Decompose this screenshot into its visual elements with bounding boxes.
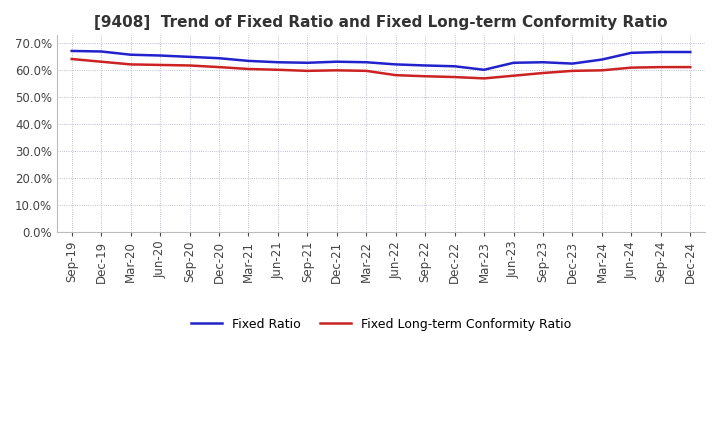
Fixed Long-term Conformity Ratio — [97, 59, 106, 64]
Fixed Ratio — [568, 61, 577, 66]
Fixed Ratio — [185, 54, 194, 59]
Fixed Long-term Conformity Ratio — [362, 68, 371, 73]
Fixed Ratio — [274, 59, 282, 65]
Fixed Long-term Conformity Ratio — [421, 73, 430, 79]
Fixed Long-term Conformity Ratio — [392, 73, 400, 78]
Fixed Long-term Conformity Ratio — [627, 65, 636, 70]
Fixed Long-term Conformity Ratio — [686, 64, 695, 70]
Fixed Ratio — [686, 49, 695, 55]
Fixed Long-term Conformity Ratio — [274, 67, 282, 73]
Fixed Long-term Conformity Ratio — [126, 62, 135, 67]
Fixed Long-term Conformity Ratio — [333, 68, 341, 73]
Fixed Ratio — [509, 60, 518, 66]
Fixed Long-term Conformity Ratio — [68, 56, 76, 62]
Fixed Ratio — [244, 58, 253, 63]
Fixed Ratio — [156, 53, 164, 58]
Fixed Ratio — [68, 48, 76, 54]
Fixed Long-term Conformity Ratio — [568, 68, 577, 73]
Line: Fixed Ratio: Fixed Ratio — [72, 51, 690, 70]
Fixed Long-term Conformity Ratio — [156, 62, 164, 68]
Fixed Ratio — [539, 59, 547, 65]
Fixed Long-term Conformity Ratio — [450, 74, 459, 80]
Fixed Long-term Conformity Ratio — [244, 66, 253, 72]
Fixed Ratio — [333, 59, 341, 64]
Fixed Ratio — [215, 55, 223, 61]
Line: Fixed Long-term Conformity Ratio: Fixed Long-term Conformity Ratio — [72, 59, 690, 78]
Fixed Long-term Conformity Ratio — [509, 73, 518, 78]
Fixed Long-term Conformity Ratio — [303, 68, 312, 73]
Fixed Ratio — [421, 63, 430, 68]
Fixed Long-term Conformity Ratio — [185, 63, 194, 68]
Legend: Fixed Ratio, Fixed Long-term Conformity Ratio: Fixed Ratio, Fixed Long-term Conformity … — [186, 313, 576, 336]
Title: [9408]  Trend of Fixed Ratio and Fixed Long-term Conformity Ratio: [9408] Trend of Fixed Ratio and Fixed Lo… — [94, 15, 667, 30]
Fixed Ratio — [303, 60, 312, 66]
Fixed Ratio — [657, 49, 665, 55]
Fixed Ratio — [392, 62, 400, 67]
Fixed Ratio — [598, 57, 606, 62]
Fixed Long-term Conformity Ratio — [539, 70, 547, 76]
Fixed Long-term Conformity Ratio — [480, 76, 488, 81]
Fixed Ratio — [450, 64, 459, 69]
Fixed Ratio — [627, 50, 636, 55]
Fixed Long-term Conformity Ratio — [215, 64, 223, 70]
Fixed Long-term Conformity Ratio — [598, 68, 606, 73]
Fixed Ratio — [126, 52, 135, 57]
Fixed Ratio — [362, 59, 371, 65]
Fixed Ratio — [480, 67, 488, 73]
Fixed Ratio — [97, 49, 106, 54]
Fixed Long-term Conformity Ratio — [657, 64, 665, 70]
